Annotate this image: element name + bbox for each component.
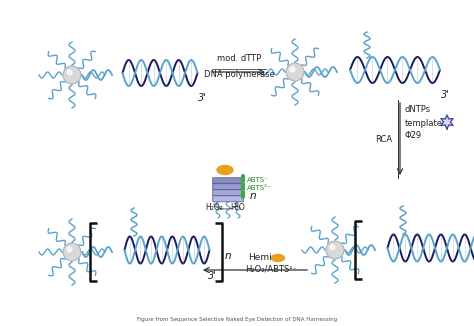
Polygon shape	[441, 115, 453, 129]
Text: RCA: RCA	[375, 135, 392, 143]
Text: ABTS²⁻: ABTS²⁻	[247, 185, 272, 191]
Text: Figure from Sequence Selective Naked Eye Detection of DNA Harnessing: Figure from Sequence Selective Naked Eye…	[137, 317, 337, 322]
Text: 3': 3'	[198, 93, 207, 103]
Circle shape	[67, 247, 72, 252]
Text: template: template	[405, 118, 443, 127]
FancyBboxPatch shape	[213, 196, 243, 202]
Circle shape	[67, 70, 72, 75]
Circle shape	[286, 63, 304, 81]
Text: ABTS⁻: ABTS⁻	[247, 177, 269, 183]
Circle shape	[63, 66, 81, 84]
Text: H₂O₂/ABTS²⁻: H₂O₂/ABTS²⁻	[245, 264, 297, 274]
Text: Hemin: Hemin	[248, 254, 277, 262]
Text: n: n	[225, 251, 232, 261]
FancyBboxPatch shape	[213, 184, 243, 190]
Text: mod. dTTP: mod. dTTP	[217, 54, 261, 63]
Text: n: n	[250, 191, 256, 201]
Text: DNA polymerase: DNA polymerase	[204, 70, 274, 79]
Circle shape	[290, 67, 295, 72]
Ellipse shape	[272, 255, 284, 261]
Text: dNTPs: dNTPs	[405, 106, 431, 114]
Circle shape	[330, 245, 335, 250]
FancyBboxPatch shape	[213, 178, 243, 184]
Circle shape	[326, 241, 344, 259]
Text: 3': 3'	[440, 90, 449, 100]
Text: H₂O: H₂O	[231, 203, 246, 212]
Circle shape	[63, 243, 81, 261]
Text: H₂O₂: H₂O₂	[205, 203, 223, 212]
Ellipse shape	[217, 166, 233, 174]
Text: 3': 3'	[208, 271, 217, 281]
Text: Φ29: Φ29	[405, 131, 422, 141]
FancyBboxPatch shape	[213, 190, 243, 196]
